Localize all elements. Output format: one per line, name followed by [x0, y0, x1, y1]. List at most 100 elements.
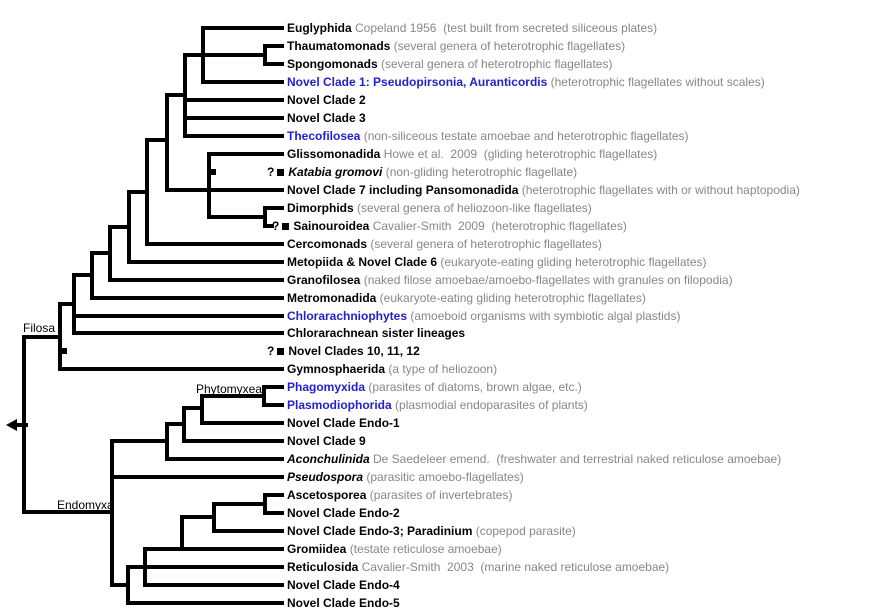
taxon-description: (parasitic amoebo-flagellates) [363, 470, 524, 484]
branch-glissomonadida [207, 152, 284, 156]
branch-metopiida-novel-clade-6 [127, 260, 284, 264]
leaf-spongomonads: Spongomonads (several genera of heterotr… [287, 56, 612, 72]
tree-line-filosa-node-a [201, 26, 205, 84]
uncertain-stub-katabia [207, 169, 216, 175]
taxon-name: Novel Clade Endo-5 [287, 596, 400, 610]
tree-line-endomyxa-w3 [180, 515, 184, 551]
leaf-thecofilosea: Thecofilosea (non-siliceous testate amoe… [287, 128, 689, 144]
taxon-description: (parasites of diatoms, brown algae, etc.… [365, 380, 582, 394]
leaf-cercomonads: Cercomonads (several genera of heterotro… [287, 236, 602, 252]
taxon-name: Chlorarachnean sister lineages [287, 326, 466, 340]
tree-line-endomyxa-w0 [110, 439, 114, 587]
taxon-name: Gromiidea [287, 542, 347, 556]
tree-line-w4-to-ascetosporea-bracket [212, 502, 267, 506]
taxon-description: (non-gliding heterotrophic flagellate) [382, 165, 578, 179]
uncertain-question-mark: ? [267, 165, 275, 179]
taxon-name: Metopiida & Novel Clade 6 [287, 255, 438, 269]
leaf-phagomyxida: Phagomyxida (parasites of diatoms, brown… [287, 379, 582, 395]
uncertain-square-icon [277, 348, 285, 355]
branch-novel-clade-endo-2 [263, 511, 284, 515]
branch-chlorarachniophytes [72, 314, 284, 318]
taxon-name: Aconchulinida [287, 452, 370, 466]
branch-aconchulinida [165, 457, 284, 461]
tree-line-glisso-to-dimorph-bracket [207, 215, 267, 219]
branch-gromiidea [143, 547, 284, 551]
branch-ascetosporea [263, 493, 284, 497]
taxon-description: De Saedeleer emend. (freshwater and terr… [369, 452, 782, 466]
leaf-ascetosporea: Ascetosporea (parasites of invertebrates… [287, 487, 512, 503]
branch-pseudospora [110, 475, 284, 479]
taxon-description: (plasmodial endoparasites of plants) [391, 398, 588, 412]
branch-phagomyxida [262, 385, 284, 389]
tree-line-filosa-v1 [72, 273, 76, 335]
uncertain-question-mark: ? [267, 344, 275, 358]
tree-line-filosa-b-a-thaum-bracket [183, 53, 267, 57]
tree-line-dimorph-sainour-bracket [263, 206, 267, 228]
tree-line-filosa-v4-v5 [127, 190, 149, 194]
taxon-name: Sainouroidea [293, 219, 370, 233]
leaf-novel-clade-9: Novel Clade 9 [287, 433, 366, 449]
taxon-description: (amoeboid organisms with symbiotic algal… [407, 309, 681, 323]
tree-line-filosa-v4 [127, 190, 131, 264]
taxon-name: Novel Clade 3 [287, 111, 366, 125]
tree-line-endomyxa-w4 [212, 502, 216, 533]
taxon-name: Chlorarachniophytes [287, 309, 408, 323]
tree-line-endomyxa-x2-x1 [182, 406, 204, 410]
taxon-name: Pseudospora [287, 470, 364, 484]
taxon-description: (naked filose amoebae/amoebo-flagellates… [360, 273, 733, 287]
branch-reticulosida [126, 565, 284, 569]
taxon-name: Katabia gromovi [288, 165, 383, 179]
leaf-gymnosphaerida: Gymnosphaerida (a type of heliozoon) [287, 361, 497, 377]
leaf-novel-clade-7: Novel Clade 7 including Pansomonadida (h… [287, 182, 800, 198]
branch-gymnosphaerida [58, 367, 284, 371]
taxon-name: Euglyphida [287, 21, 352, 35]
branch-granofilosea [108, 278, 284, 282]
branch-plasmodiophorida [262, 403, 284, 407]
clade-label-filosa: Filosa [23, 321, 56, 335]
tree-line-root-to-endomyxa [22, 510, 114, 514]
taxon-name: Cercomonads [287, 237, 368, 251]
leaf-granofilosea: Granofilosea (naked filose amoebae/amoeb… [287, 272, 733, 288]
leaf-sainouroidea: ? Sainouroidea Cavalier-Smith 2009 (heter… [272, 218, 627, 234]
tree-line-filosa-v3 [108, 225, 112, 282]
tree-line-endomyxa-x3-x2 [165, 422, 186, 426]
taxon-description: Howe et al. 2009 (gliding heterotrophic … [380, 147, 658, 161]
branch-metromonadida [90, 296, 284, 300]
tree-line-glisso-node-d [207, 152, 211, 219]
leaf-novel-clade-endo-3: Novel Clade Endo-3; Paradinium (copepod … [287, 523, 576, 539]
tree-line-thaumato-spongo-bracket [263, 44, 267, 66]
tree-line-filosa-v0 [58, 302, 62, 371]
tree-line-root [22, 335, 26, 514]
leaf-novel-clade-endo-5: Novel Clade Endo-5 [287, 595, 400, 611]
taxon-name: Novel Clade 7 including Pansomonadida [287, 183, 519, 197]
taxon-name: Metromonadida [287, 291, 377, 305]
leaf-pseudospora: Pseudospora (parasitic amoebo-flagellate… [287, 469, 524, 485]
tree-line-filosa-node-b [183, 53, 187, 138]
taxon-name: Thaumatomonads [287, 39, 391, 53]
taxon-description: Cavalier-Smith 2009 (heterotrophic flage… [369, 219, 627, 233]
leaf-metopiida-novel-clade-6: Metopiida & Novel Clade 6 (eukaryote-eat… [287, 254, 707, 270]
taxon-name: Reticulosida [287, 560, 359, 574]
tree-line-endomyxa-x1 [200, 394, 204, 425]
taxon-description: (a type of heliozoon) [385, 362, 498, 376]
taxon-description: (several genera of heterotrophic flagell… [390, 39, 626, 53]
branch-novel-clade-1 [201, 80, 284, 84]
tree-line-endomyxa-w1 [126, 565, 130, 605]
taxon-name: Plasmodiophorida [287, 398, 392, 412]
leaf-dimorphids: Dimorphids (several genera of heliozoon-… [287, 200, 592, 216]
taxon-name: Thecofilosea [287, 129, 361, 143]
uncertain-question-mark: ? [272, 219, 280, 233]
taxon-name: Phagomyxida [287, 380, 366, 394]
taxon-name: Novel Clade Endo-2 [287, 506, 400, 520]
branch-novel-clade-endo-4 [143, 583, 284, 587]
tree-line-filosa-v1-v2 [72, 273, 94, 277]
tree-line-sainouroidea-stub [263, 224, 274, 228]
leaf-glissomonadida: Glissomonadida Howe et al. 2009 (gliding… [287, 146, 657, 162]
clade-label-endomyxa: Endomyxa [57, 498, 114, 512]
tree-line-endomyxa-w0-x3 [110, 439, 169, 443]
tree-line-filosa-node-c [165, 93, 169, 192]
branch-novel-clade-7 [165, 188, 284, 192]
branch-chlorarachnean-sister-lineages [72, 331, 284, 335]
leaf-chlorarachniophytes: Chlorarachniophytes (amoeboid organisms … [287, 308, 680, 324]
clade-label-phytomyxea: Phytomyxea [196, 382, 263, 396]
